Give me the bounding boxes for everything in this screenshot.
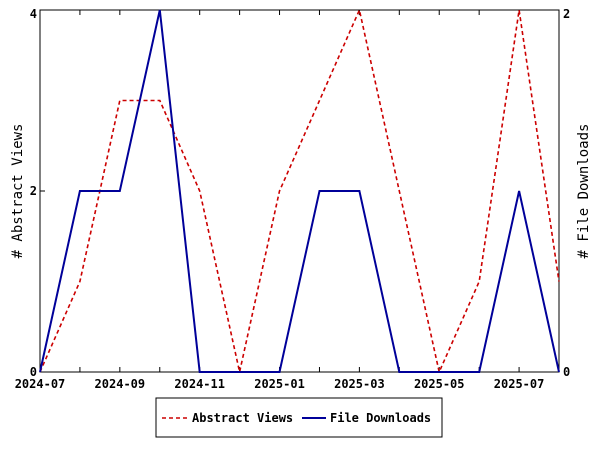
x-tick-label: 2024-09 — [95, 377, 146, 391]
x-tick-label: 2025-07 — [494, 377, 545, 391]
x-tick-label: 2024-07 — [15, 377, 66, 391]
legend: Abstract Views File Downloads — [155, 397, 443, 438]
series-line-abstract-views — [39, 7, 560, 375]
left-y-tick-label: 0 — [30, 365, 37, 379]
x-tick-label: 2025-03 — [334, 377, 385, 391]
left-y-tick-label: 4 — [30, 7, 37, 21]
right-y-tick-label: 0 — [563, 365, 570, 379]
left-y-axis-title: # Abstract Views — [10, 124, 26, 259]
x-tick-label: 2025-01 — [254, 377, 305, 391]
plot-frame — [39, 9, 560, 373]
legend-box — [155, 397, 443, 438]
right-y-axis-title: # File Downloads — [576, 124, 592, 259]
legend-label-abstract-views: Abstract Views — [192, 411, 293, 425]
series-layer — [39, 7, 560, 375]
right-y-tick-label: 2 — [563, 7, 570, 21]
legend-label-file-downloads: File Downloads — [330, 411, 431, 425]
left-y-tick-label: 2 — [30, 184, 37, 198]
left-y-axis-ticks: 0 2 4 — [30, 7, 45, 379]
x-tick-label: 2025-05 — [414, 377, 465, 391]
x-tick-label: 2024-11 — [174, 377, 225, 391]
series-line-file-downloads — [39, 9, 560, 373]
